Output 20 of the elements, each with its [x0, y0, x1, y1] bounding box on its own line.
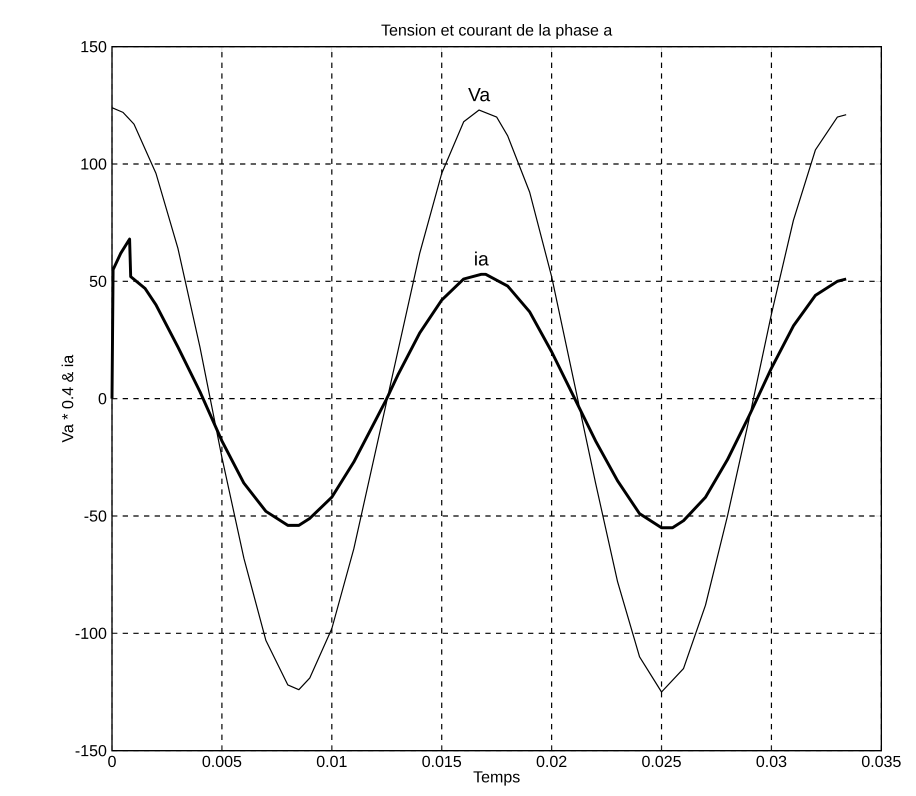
x-tick-label: 0.01	[316, 756, 347, 768]
x-tick-label: 0.02	[536, 756, 566, 768]
y-axis-title: Va * 0.4 & ia	[62, 354, 74, 442]
y-tick-label: 150	[81, 41, 106, 52]
series-label: Va	[468, 88, 490, 102]
y-tick-label: 50	[90, 276, 106, 287]
x-tick-label: 0.015	[422, 756, 462, 768]
y-tick-label: -50	[84, 510, 106, 522]
y-tick-label: -100	[76, 628, 106, 639]
series-label: ia	[475, 252, 489, 266]
chart-title: Tension et courant de la phase a	[381, 24, 612, 39]
x-tick-label: 0.005	[202, 756, 242, 768]
y-tick-label: 100	[81, 158, 106, 170]
y-tick-label: -150	[76, 745, 106, 756]
y-tick-label: 0	[98, 393, 106, 404]
x-axis-title: Temps	[473, 771, 520, 786]
x-tick-label: 0.03	[756, 756, 786, 768]
x-tick-label: 0	[108, 756, 116, 768]
x-tick-label: 0.025	[642, 756, 681, 768]
x-tick-label: 0.035	[862, 756, 901, 768]
